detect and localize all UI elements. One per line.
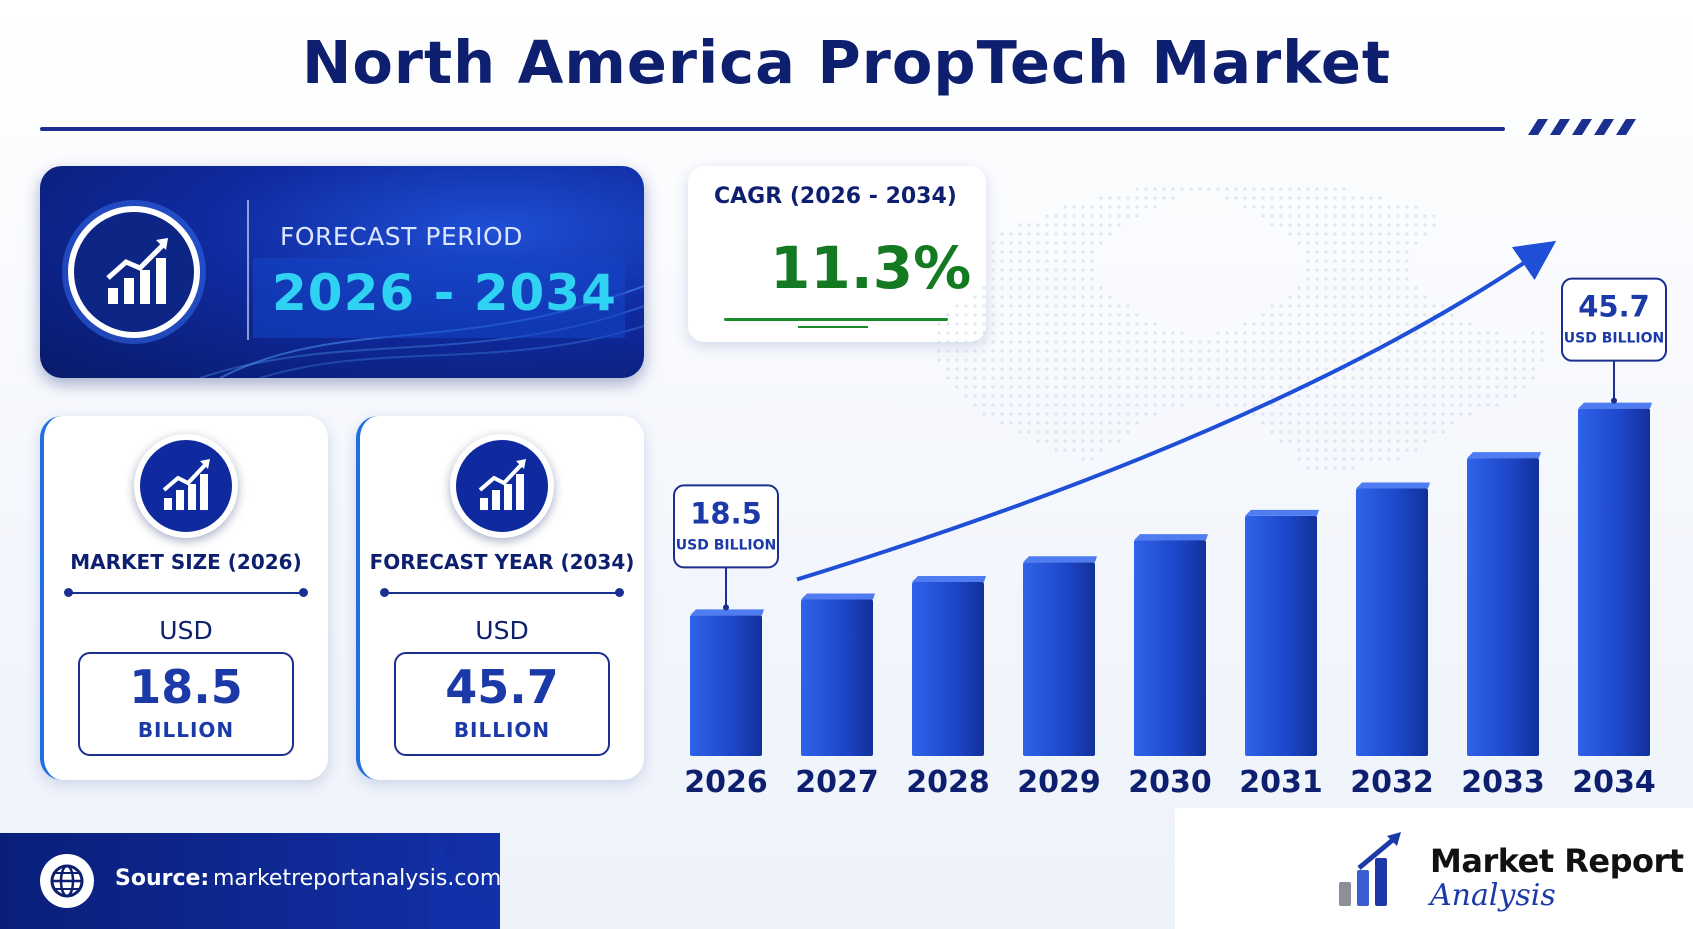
value-callout-2026: 18.5 USD BILLION bbox=[673, 484, 779, 611]
forecast-year-currency: USD bbox=[475, 616, 529, 645]
separator-dot bbox=[615, 588, 624, 597]
footer-wedge bbox=[430, 833, 500, 929]
x-tick-label-2029: 2029 bbox=[1017, 765, 1101, 800]
forecast-period-label: FORECAST PERIOD bbox=[280, 222, 523, 251]
cagr-label: CAGR (2026 - 2034) bbox=[714, 184, 957, 209]
bar-top-2030 bbox=[1134, 534, 1208, 541]
logo-title: Market Report bbox=[1430, 842, 1684, 880]
bar-top-2031 bbox=[1245, 509, 1319, 516]
callout-value: 45.7 bbox=[1578, 290, 1650, 324]
bar-2029 bbox=[1023, 562, 1095, 756]
forecast-year-value-box: 45.7 BILLION bbox=[394, 652, 610, 756]
separator-dot bbox=[299, 588, 308, 597]
bar-2031 bbox=[1245, 515, 1317, 756]
callout-unit: USD BILLION bbox=[1564, 331, 1665, 347]
cagr-underline bbox=[724, 318, 948, 321]
value-callout-2034: 45.7 USD BILLION bbox=[1561, 277, 1667, 404]
market-size-currency: USD bbox=[159, 616, 213, 645]
globe-icon bbox=[40, 854, 94, 908]
world-map-decoration bbox=[937, 187, 1544, 470]
title-divider bbox=[40, 127, 1505, 131]
bar-top-2029 bbox=[1023, 556, 1097, 563]
bar-top-2028 bbox=[912, 575, 986, 582]
x-tick-label-2028: 2028 bbox=[906, 765, 990, 800]
bar-2034 bbox=[1578, 408, 1650, 756]
bar-2032 bbox=[1356, 488, 1428, 756]
page-title: North America PropTech Market bbox=[301, 28, 1392, 97]
market-size-label: MARKET SIZE (2026) bbox=[70, 550, 302, 574]
bar-top-2032 bbox=[1356, 482, 1430, 489]
growth-chart-icon bbox=[450, 434, 554, 538]
bar-top-2033 bbox=[1467, 452, 1541, 459]
cagr-value: 11.3% bbox=[770, 234, 972, 302]
bar-2033 bbox=[1467, 458, 1539, 756]
callout-value: 18.5 bbox=[690, 496, 762, 530]
bar-2030 bbox=[1134, 540, 1206, 756]
separator-dot bbox=[380, 588, 389, 597]
bar-top-2026 bbox=[690, 609, 764, 616]
bar-2026 bbox=[690, 615, 762, 756]
x-tick-label-2027: 2027 bbox=[795, 765, 879, 800]
forecast-period-card: FORECAST PERIOD 2026 - 2034 bbox=[40, 166, 644, 378]
forecast-range-value: 2026 - 2034 bbox=[272, 264, 617, 322]
decorative-stripes bbox=[1528, 119, 1636, 135]
forecast-range-highlight bbox=[253, 258, 625, 338]
callout-unit: USD BILLION bbox=[676, 537, 777, 553]
growth-chart-icon bbox=[68, 206, 200, 338]
bar-2028 bbox=[912, 581, 984, 756]
cagr-underline-accent bbox=[798, 326, 868, 328]
bar-2027 bbox=[801, 599, 873, 756]
x-tick-label-2034: 2034 bbox=[1572, 765, 1656, 800]
trend-arrow-icon bbox=[1339, 832, 1401, 906]
x-tick-label-2032: 2032 bbox=[1350, 765, 1434, 800]
market-size-unit: BILLION bbox=[137, 718, 235, 742]
x-tick-label-2033: 2033 bbox=[1461, 765, 1545, 800]
logo-area bbox=[1175, 808, 1693, 929]
source-label: Source: bbox=[115, 866, 210, 891]
card-separator bbox=[68, 592, 304, 594]
forecast-year-unit: BILLION bbox=[453, 718, 551, 742]
bar-chart: 2026 2027 2028 2029 2030 2031 2032 2033 2034 18.5… bbox=[673, 187, 1667, 800]
forecast-year-value: 45.7 bbox=[445, 660, 559, 714]
logo-subtitle: Analysis bbox=[1430, 878, 1556, 913]
cagr-card: CAGR (2026 - 2034) 11.3% bbox=[688, 166, 986, 342]
trend-arrow bbox=[796, 240, 1557, 582]
source-link[interactable]: marketreportanalysis.com bbox=[213, 866, 502, 891]
market-size-card: MARKET SIZE (2026) USD 18.5 BILLION bbox=[40, 416, 328, 780]
card-divider bbox=[247, 200, 249, 340]
market-size-value-box: 18.5 BILLION bbox=[78, 652, 294, 756]
x-tick-label-2031: 2031 bbox=[1239, 765, 1323, 800]
forecast-year-card: FORECAST YEAR (2034) USD 45.7 BILLION bbox=[356, 416, 644, 780]
bar-top-2034 bbox=[1578, 402, 1652, 409]
separator-dot bbox=[64, 588, 73, 597]
x-tick-label-2026: 2026 bbox=[684, 765, 768, 800]
market-size-value: 18.5 bbox=[129, 660, 243, 714]
bar-top-2027 bbox=[801, 593, 875, 600]
card-separator bbox=[384, 592, 620, 594]
x-tick-label-2030: 2030 bbox=[1128, 765, 1212, 800]
forecast-year-label: FORECAST YEAR (2034) bbox=[369, 550, 635, 574]
growth-chart-icon bbox=[134, 434, 238, 538]
